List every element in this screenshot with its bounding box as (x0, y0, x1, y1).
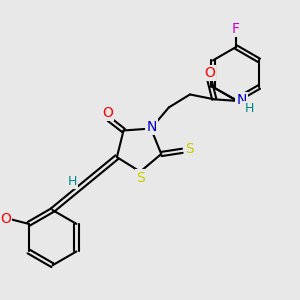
Text: O: O (204, 66, 215, 80)
Text: O: O (102, 106, 113, 120)
Text: S: S (136, 170, 145, 184)
Text: H: H (244, 102, 254, 115)
Text: N: N (146, 120, 157, 134)
Text: H: H (68, 175, 77, 188)
Text: S: S (185, 142, 194, 156)
Text: O: O (1, 212, 11, 226)
Text: F: F (232, 22, 240, 36)
Text: N: N (236, 93, 247, 107)
